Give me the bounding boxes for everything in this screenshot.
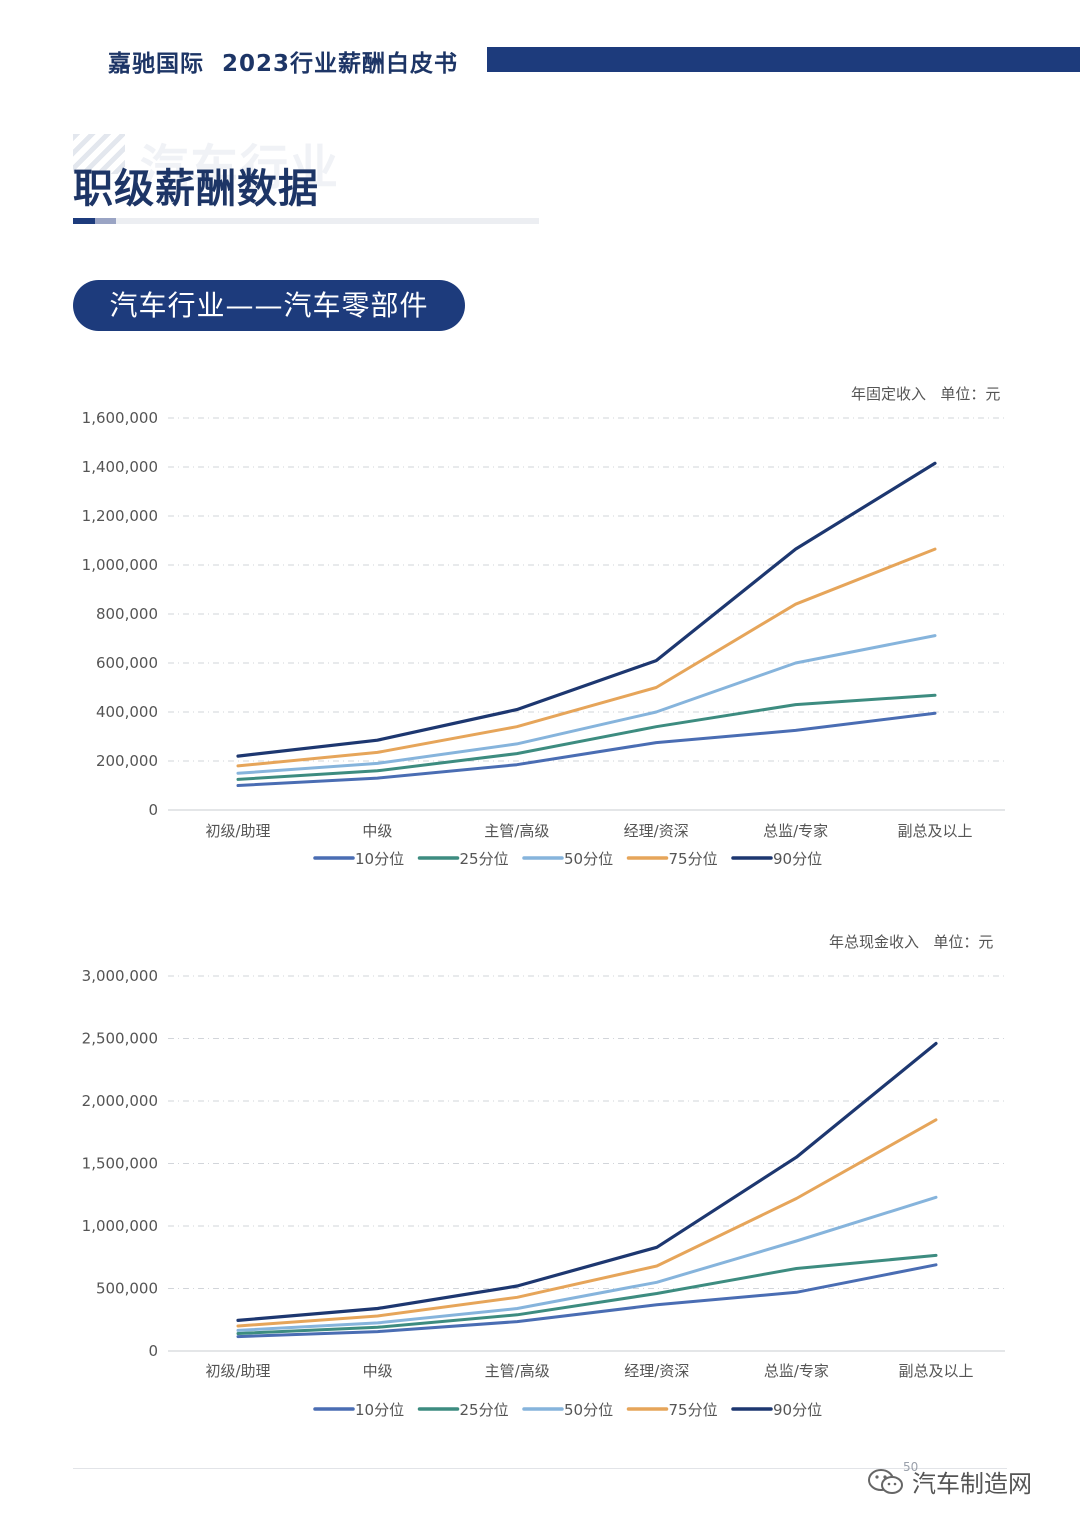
x-tick-label: 副总及以上 (898, 1362, 973, 1380)
series-line-10分位 (236, 711, 937, 787)
y-tick-label: 0 (148, 1342, 158, 1360)
section-ghost-text: 汽车行业 (140, 140, 341, 196)
series-line-25分位 (236, 1253, 938, 1335)
decorative-stripes (73, 134, 125, 174)
legend-label: 50分位 (564, 1401, 613, 1419)
x-tick-label: 中级 (362, 822, 392, 840)
y-tick-label: 0 (148, 801, 158, 819)
page-number: 50 (903, 1460, 919, 1474)
legend-label: 50分位 (564, 850, 613, 868)
series-line-90分位 (236, 461, 937, 758)
chart2-title: 年总现金收入 (829, 933, 920, 951)
x-tick-label: 经理/资深 (624, 822, 689, 840)
legend-label: 75分位 (669, 1401, 718, 1419)
legend-label: 25分位 (460, 1401, 509, 1419)
y-tick-label: 1,500,000 (82, 1155, 158, 1173)
series-line-50分位 (236, 634, 937, 775)
legend-label: 90分位 (773, 1401, 822, 1419)
header-title: 嘉驰国际 2023行业薪酬白皮书 (108, 44, 458, 78)
y-tick-label: 500,000 (96, 1280, 158, 1298)
document-title: 2023行业薪酬白皮书 (222, 51, 459, 77)
x-tick-label: 主管/高级 (484, 822, 549, 840)
series-line-50分位 (236, 1195, 938, 1332)
chart2-unit-label: 年总现金收入 单位：元 (829, 931, 993, 952)
legend-label: 10分位 (355, 850, 404, 868)
wechat-icon (868, 1468, 903, 1494)
chart1-svg: 0 200,000 400,000 600,000 800,000 1,000,000 1,… (82, 409, 1005, 868)
legend-label: 25分位 (460, 850, 509, 868)
y-tick-label: 800,000 (96, 605, 158, 623)
y-tick-label: 1,600,000 (82, 409, 158, 427)
series-line-75分位 (236, 547, 937, 768)
y-tick-label: 200,000 (96, 752, 158, 770)
series-line-90分位 (236, 1041, 938, 1322)
x-tick-label: 经理/资深 (624, 1362, 689, 1380)
legend-label: 90分位 (773, 850, 822, 868)
y-tick-label: 2,000,000 (82, 1092, 158, 1110)
chart1-unit-label: 年固定收入 单位：元 (851, 383, 1000, 404)
series-line-25分位 (236, 693, 937, 781)
y-tick-label: 3,000,000 (82, 967, 158, 985)
section-subtitle-pill: 汽车行业——汽车零部件 (73, 280, 465, 331)
y-tick-label: 2,500,000 (82, 1030, 158, 1048)
y-tick-label: 400,000 (96, 703, 158, 721)
x-tick-label: 总监/专家 (764, 1362, 829, 1380)
series-line-10分位 (236, 1263, 938, 1339)
chart1-title: 年固定收入 (851, 385, 927, 403)
watermark: 汽车制造网 (866, 1464, 1032, 1499)
y-tick-label: 1,400,000 (82, 458, 158, 476)
page-title: 职级薪酬数据 (73, 166, 319, 212)
chart1-container: 0 200,000 400,000 600,000 800,000 1,000,000 1,… (0, 400, 1080, 880)
title-underline (73, 218, 539, 224)
legend-label: 10分位 (355, 1401, 404, 1419)
footer-divider (73, 1468, 1007, 1469)
x-tick-label: 副总及以上 (897, 822, 972, 840)
chart2-container: 0 500,000 1,000,000 1,500,000 2,000,000 2,500… (0, 960, 1080, 1430)
chart1-unit: 单位：元 (940, 385, 1001, 403)
legend-label: 75分位 (669, 850, 718, 868)
chart2-svg: 0 500,000 1,000,000 1,500,000 2,000,000 2,500… (82, 967, 1005, 1419)
x-tick-label: 初级/助理 (205, 1362, 270, 1380)
y-tick-label: 1,200,000 (82, 507, 158, 525)
y-tick-label: 600,000 (96, 654, 158, 672)
x-tick-label: 主管/高级 (485, 1362, 550, 1380)
y-tick-label: 1,000,000 (82, 556, 158, 574)
chart2-unit: 单位：元 (933, 933, 994, 951)
y-tick-label: 1,000,000 (82, 1217, 158, 1235)
watermark-text: 汽车制造网 (912, 1470, 1032, 1498)
x-tick-label: 总监/专家 (763, 822, 828, 840)
series-line-75分位 (236, 1118, 938, 1328)
x-tick-label: 中级 (363, 1362, 393, 1380)
header-bar (487, 47, 1080, 72)
brand-name: 嘉驰国际 (108, 51, 204, 77)
x-tick-label: 初级/助理 (205, 822, 270, 840)
